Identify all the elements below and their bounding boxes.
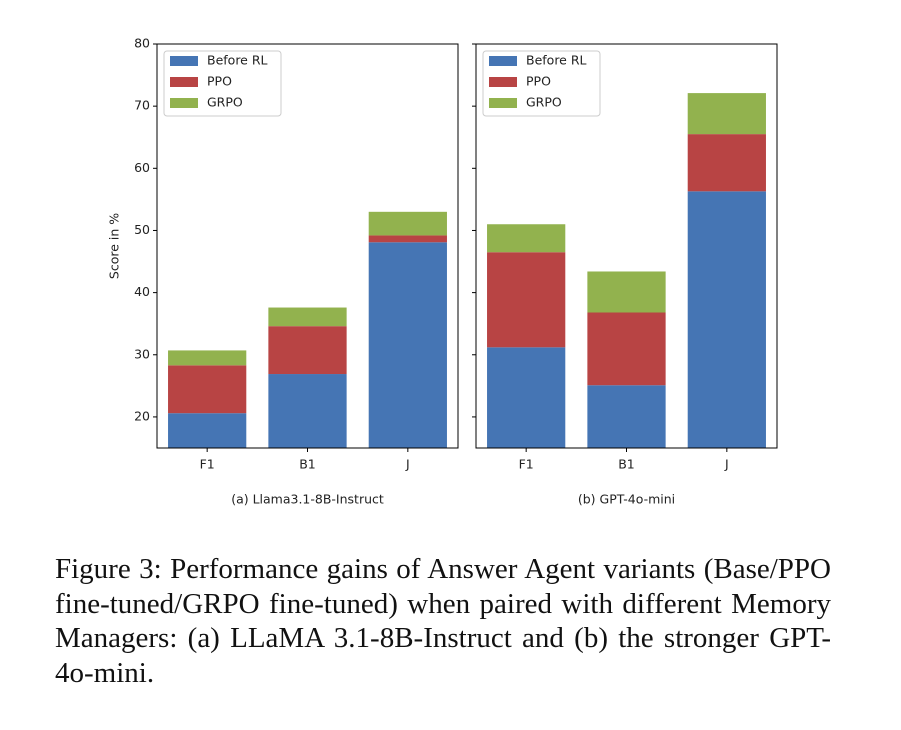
legend-label: GRPO bbox=[526, 95, 562, 110]
bar-segment bbox=[487, 224, 566, 253]
y-tick-label: 80 bbox=[134, 36, 150, 51]
bar-segment bbox=[368, 211, 447, 236]
bar-segment bbox=[687, 93, 766, 135]
figure: 20 30 40 50 60 70 80 F1 B1 J Score in % (a) Llama3.… bbox=[107, 36, 778, 507]
legend-swatch bbox=[489, 98, 517, 108]
bar-segment bbox=[168, 413, 247, 448]
bar-segment bbox=[368, 242, 447, 448]
legend-swatch bbox=[170, 98, 198, 108]
legend-swatch bbox=[489, 56, 517, 66]
bar-segment bbox=[368, 235, 447, 243]
x-tick-label: F1 bbox=[200, 457, 215, 472]
figure-caption: Figure 3: Performance gains of Answer Ag… bbox=[55, 553, 831, 689]
x-tick-label: J bbox=[405, 457, 410, 472]
bar-segment bbox=[687, 134, 766, 192]
bar-segment bbox=[587, 312, 666, 386]
bar-segment bbox=[168, 350, 247, 366]
y-tick-label: 30 bbox=[134, 346, 150, 361]
chart-caption: (b) GPT-4o-mini bbox=[578, 492, 675, 507]
y-tick-label: 20 bbox=[134, 408, 150, 423]
x-tick-label: F1 bbox=[519, 457, 534, 472]
bar-segment bbox=[587, 385, 666, 448]
y-tick-label: 40 bbox=[134, 284, 150, 299]
legend-label: Before RL bbox=[207, 53, 268, 68]
y-tick-label: 50 bbox=[134, 222, 150, 237]
x-tick-label: B1 bbox=[299, 457, 316, 472]
x-tick-label: J bbox=[724, 457, 729, 472]
legend-label: GRPO bbox=[207, 95, 243, 110]
bar-segment bbox=[487, 347, 566, 448]
legend-swatch bbox=[170, 56, 198, 66]
bar-segment bbox=[268, 307, 347, 327]
bar-segment bbox=[687, 191, 766, 448]
axes-frame bbox=[156, 43, 459, 449]
y-tick-label: 60 bbox=[134, 160, 150, 175]
bar-segment bbox=[168, 365, 247, 414]
bar-segment bbox=[487, 252, 566, 348]
bar-segment bbox=[268, 374, 347, 448]
bar-segment bbox=[587, 271, 666, 313]
legend-label: Before RL bbox=[526, 53, 587, 68]
legend-label: PPO bbox=[526, 74, 551, 89]
legend-swatch bbox=[489, 77, 517, 87]
legend-swatch bbox=[170, 77, 198, 87]
y-tick-label: 70 bbox=[134, 98, 150, 113]
y-axis-label: Score in % bbox=[107, 213, 122, 279]
legend-label: PPO bbox=[207, 74, 232, 89]
bar-segment bbox=[268, 326, 347, 375]
chart-caption: (a) Llama3.1-8B-Instruct bbox=[231, 492, 384, 507]
x-tick-label: B1 bbox=[618, 457, 635, 472]
axes-frame bbox=[475, 43, 778, 449]
